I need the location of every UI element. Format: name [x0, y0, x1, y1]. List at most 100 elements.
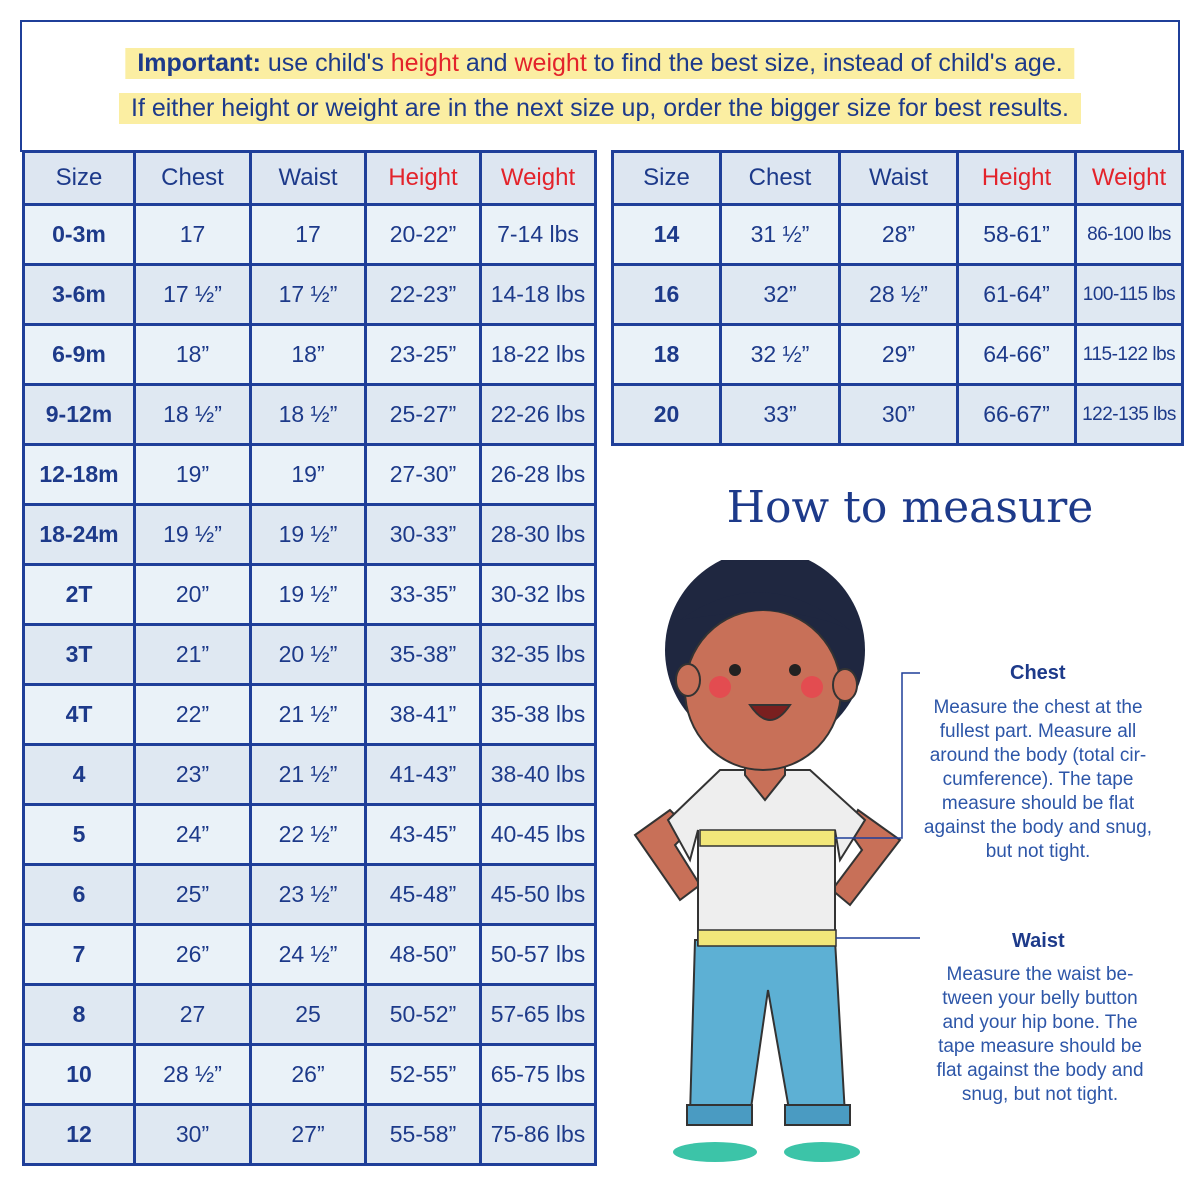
cell-waist: 19 ½”	[249, 503, 367, 566]
table-row: 2T 20” 19 ½” 33-35” 30-32 lbs	[22, 563, 597, 626]
cell-size: 9-12m	[22, 383, 136, 446]
cell-size: 12	[22, 1103, 136, 1166]
cell-waist: 19 ½”	[249, 563, 367, 626]
cell-size: 4	[22, 743, 136, 806]
cell-height: 22-23”	[364, 263, 482, 326]
table-row: 3-6m 17 ½” 17 ½” 22-23” 14-18 lbs	[22, 263, 597, 326]
cell-weight: 57-65 lbs	[479, 983, 597, 1046]
cell-chest: 18 ½”	[133, 383, 252, 446]
column-header-weight: Weight	[479, 150, 597, 206]
table-row: 7 26” 24 ½” 48-50” 50-57 lbs	[22, 923, 597, 986]
table-row: 0-3m 17 17 20-22” 7-14 lbs	[22, 203, 597, 266]
cell-waist: 28”	[838, 203, 959, 266]
cell-weight: 75-86 lbs	[479, 1103, 597, 1166]
column-header-waist: Waist	[249, 150, 367, 206]
cell-size: 12-18m	[22, 443, 136, 506]
cell-chest: 25”	[133, 863, 252, 926]
cell-waist: 29”	[838, 323, 959, 386]
cell-height: 43-45”	[364, 803, 482, 866]
cell-size: 8	[22, 983, 136, 1046]
table-row: 20 33” 30” 66-67” 122-135 lbs	[611, 383, 1184, 446]
cell-height: 64-66”	[956, 323, 1077, 386]
cell-weight: 86-100 lbs	[1074, 203, 1184, 266]
cell-waist: 18 ½”	[249, 383, 367, 446]
cell-weight: 18-22 lbs	[479, 323, 597, 386]
cell-height: 48-50”	[364, 923, 482, 986]
cell-waist: 28 ½”	[838, 263, 959, 326]
table-row: 16 32” 28 ½” 61-64” 100-115 lbs	[611, 263, 1184, 326]
cell-waist: 23 ½”	[249, 863, 367, 926]
chest-description: Measure the chest at the fullest part. M…	[923, 697, 1153, 862]
cell-chest: 19”	[133, 443, 252, 506]
cell-waist: 25	[249, 983, 367, 1046]
child-illustration	[633, 560, 920, 1162]
waist-label: Waist	[1012, 930, 1065, 952]
cell-weight: 7-14 lbs	[479, 203, 597, 266]
cell-waist: 30”	[838, 383, 959, 446]
column-header-size: Size	[22, 150, 136, 206]
cell-chest: 33”	[719, 383, 841, 446]
cell-chest: 21”	[133, 623, 252, 686]
how-to-measure-title: How to measure	[726, 482, 1094, 533]
cell-height: 45-48”	[364, 863, 482, 926]
cell-waist: 17	[249, 203, 367, 266]
cell-weight: 45-50 lbs	[479, 863, 597, 926]
table-row: 8 27 25 50-52” 57-65 lbs	[22, 983, 597, 1046]
cell-size: 0-3m	[22, 203, 136, 266]
table-row: 9-12m 18 ½” 18 ½” 25-27” 22-26 lbs	[22, 383, 597, 446]
cell-weight: 26-28 lbs	[479, 443, 597, 506]
cell-chest: 20”	[133, 563, 252, 626]
notice-line-2: If either height or weight are in the ne…	[118, 93, 1082, 124]
cell-chest: 28 ½”	[133, 1043, 252, 1106]
column-header-chest: Chest	[133, 150, 252, 206]
cell-chest: 26”	[133, 923, 252, 986]
cell-height: 27-30”	[364, 443, 482, 506]
cell-weight: 28-30 lbs	[479, 503, 597, 566]
cell-weight: 30-32 lbs	[479, 563, 597, 626]
column-header-waist: Waist	[838, 150, 959, 206]
table-row: 12-18m 19” 19” 27-30” 26-28 lbs	[22, 443, 597, 506]
cell-weight: 100-115 lbs	[1074, 263, 1184, 326]
cell-waist: 22 ½”	[249, 803, 367, 866]
cell-chest: 17 ½”	[133, 263, 252, 326]
cell-height: 66-67”	[956, 383, 1077, 446]
waist-description: Measure the waist be-tween your belly bu…	[936, 964, 1144, 1105]
cell-height: 20-22”	[364, 203, 482, 266]
cell-size: 4T	[22, 683, 136, 746]
cell-waist: 21 ½”	[249, 743, 367, 806]
cell-size: 3-6m	[22, 263, 136, 326]
cell-chest: 18”	[133, 323, 252, 386]
cell-waist: 18”	[249, 323, 367, 386]
cell-waist: 17 ½”	[249, 263, 367, 326]
cell-weight: 115-122 lbs	[1074, 323, 1184, 386]
table-row: 10 28 ½” 26” 52-55” 65-75 lbs	[22, 1043, 597, 1106]
cell-height: 61-64”	[956, 263, 1077, 326]
cell-size: 20	[611, 383, 722, 446]
cell-size: 18-24m	[22, 503, 136, 566]
cell-chest: 24”	[133, 803, 252, 866]
column-header-weight: Weight	[1074, 150, 1184, 206]
cell-waist: 27”	[249, 1103, 367, 1166]
cell-chest: 31 ½”	[719, 203, 841, 266]
cell-weight: 50-57 lbs	[479, 923, 597, 986]
cell-waist: 20 ½”	[249, 623, 367, 686]
column-header-chest: Chest	[719, 150, 841, 206]
cell-chest: 32 ½”	[719, 323, 841, 386]
cell-size: 14	[611, 203, 722, 266]
table-row: 6-9m 18” 18” 23-25” 18-22 lbs	[22, 323, 597, 386]
cell-weight: 32-35 lbs	[479, 623, 597, 686]
cell-height: 35-38”	[364, 623, 482, 686]
cell-height: 41-43”	[364, 743, 482, 806]
cell-waist: 26”	[249, 1043, 367, 1106]
size-table-right: Size Chest Waist Height Weight 14 31 ½” 28” 58-6…	[611, 150, 1184, 446]
cell-chest: 30”	[133, 1103, 252, 1166]
cell-weight: 14-18 lbs	[479, 263, 597, 326]
table-row: 5 24” 22 ½” 43-45” 40-45 lbs	[22, 803, 597, 866]
cell-height: 23-25”	[364, 323, 482, 386]
cell-height: 33-35”	[364, 563, 482, 626]
cell-size: 3T	[22, 623, 136, 686]
cell-height: 30-33”	[364, 503, 482, 566]
table-row: 18-24m 19 ½” 19 ½” 30-33” 28-30 lbs	[22, 503, 597, 566]
table-row: 4T 22” 21 ½” 38-41” 35-38 lbs	[22, 683, 597, 746]
table-row: 4 23” 21 ½” 41-43” 38-40 lbs	[22, 743, 597, 806]
